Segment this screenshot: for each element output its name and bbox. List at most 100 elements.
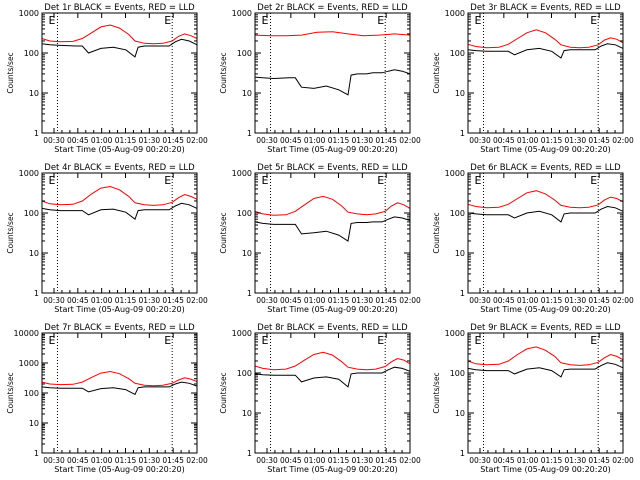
y-tick-label: 1 xyxy=(34,449,39,458)
x-tick-label: 01:45 xyxy=(162,456,184,465)
y-axis-label: Counts/sec xyxy=(432,372,441,413)
y-tick-label: 1000 xyxy=(19,169,39,178)
x-tick-label: 01:45 xyxy=(162,136,184,145)
x-tick-label: 01:30 xyxy=(139,136,161,145)
panel-title: Det 2r BLACK = Events, RED = LLD xyxy=(257,3,408,13)
y-tick-label: 10 xyxy=(242,89,252,98)
x-tick-label: 01:30 xyxy=(565,456,587,465)
x-tick-label: 02:00 xyxy=(186,136,208,145)
y-tick-label: 1000 xyxy=(232,169,252,178)
y-axis-label: Counts/sec xyxy=(6,52,15,93)
x-tick-label: 02:00 xyxy=(399,456,421,465)
y-tick-label: 10 xyxy=(455,409,465,418)
y-tick-label: 10 xyxy=(242,249,252,258)
series-line-lld xyxy=(254,195,411,216)
event-marker-label: E xyxy=(262,174,269,187)
event-marker-label: E xyxy=(49,334,56,347)
series-line-events xyxy=(467,43,624,59)
series-line-lld xyxy=(41,24,198,45)
x-tick-label: 01:00 xyxy=(91,136,113,145)
plot-frame xyxy=(41,172,198,294)
event-marker-label: E xyxy=(590,14,597,27)
plot-frame xyxy=(467,332,624,454)
panel-title: Det 1r BLACK = Events, RED = LLD xyxy=(44,3,195,13)
series-line-lld xyxy=(41,185,198,206)
x-tick-label: 01:15 xyxy=(115,136,137,145)
x-axis-label: Start Time (05-Aug-09 00:20:20) xyxy=(54,305,185,314)
x-tick-label: 01:15 xyxy=(328,296,350,305)
x-tick-label: 01:00 xyxy=(91,456,113,465)
y-axis-label: Counts/sec xyxy=(219,52,228,93)
x-tick-label: 01:45 xyxy=(375,456,397,465)
x-tick-label: 01:30 xyxy=(565,296,587,305)
event-marker-label: E xyxy=(262,334,269,347)
x-tick-label: 02:00 xyxy=(186,456,208,465)
x-axis-label: Start Time (05-Aug-09 00:20:20) xyxy=(267,305,398,314)
series-line-events xyxy=(254,216,411,242)
y-tick-label: 100 xyxy=(450,49,465,58)
event-marker-label: E xyxy=(49,174,56,187)
y-tick-label: 100 xyxy=(24,209,39,218)
y-tick-label: 100 xyxy=(237,369,252,378)
x-axis-label: Start Time (05-Aug-09 00:20:20) xyxy=(480,145,611,154)
x-tick-label: 00:30 xyxy=(256,296,278,305)
x-tick-label: 01:00 xyxy=(304,456,326,465)
y-tick-label: 100 xyxy=(237,49,252,58)
panel-title: Det 5r BLACK = Events, RED = LLD xyxy=(257,163,408,173)
x-tick-label: 01:30 xyxy=(139,296,161,305)
x-tick-label: 00:45 xyxy=(67,296,89,305)
series-line-events xyxy=(41,381,198,396)
x-tick-label: 01:15 xyxy=(541,456,563,465)
x-tick-label: 00:30 xyxy=(43,296,65,305)
event-marker-label: E xyxy=(590,334,597,347)
y-tick-label: 1 xyxy=(34,289,39,298)
y-tick-label: 10 xyxy=(29,419,39,428)
x-tick-label: 01:30 xyxy=(352,296,374,305)
event-marker-label: E xyxy=(262,14,269,27)
series-line-events xyxy=(467,205,624,223)
y-axis-label: Counts/sec xyxy=(219,212,228,253)
panel-title: Det 6r BLACK = Events, RED = LLD xyxy=(470,163,621,173)
x-tick-label: 00:30 xyxy=(256,136,278,145)
y-tick-label: 1 xyxy=(247,129,252,138)
series-line-lld xyxy=(254,31,411,37)
y-tick-label: 1 xyxy=(460,289,465,298)
x-tick-label: 01:45 xyxy=(162,296,184,305)
y-axis-label: Counts/sec xyxy=(6,372,15,413)
x-tick-label: 00:30 xyxy=(469,296,491,305)
y-tick-label: 100 xyxy=(450,209,465,218)
panel-title: Det 3r BLACK = Events, RED = LLD xyxy=(470,3,621,13)
y-tick-label: 100 xyxy=(450,369,465,378)
x-tick-label: 01:45 xyxy=(588,456,610,465)
y-axis-label: Counts/sec xyxy=(432,212,441,253)
y-tick-label: 1 xyxy=(34,129,39,138)
series-line-events xyxy=(254,69,411,96)
x-axis-label: Start Time (05-Aug-09 00:20:20) xyxy=(480,465,611,474)
x-tick-label: 01:15 xyxy=(541,136,563,145)
x-tick-label: 01:15 xyxy=(541,296,563,305)
x-tick-label: 01:15 xyxy=(328,456,350,465)
x-axis-label: Start Time (05-Aug-09 00:20:20) xyxy=(480,305,611,314)
event-marker-label: E xyxy=(377,334,384,347)
x-tick-label: 01:15 xyxy=(328,136,350,145)
x-tick-label: 01:30 xyxy=(352,136,374,145)
plot-frame xyxy=(254,12,411,134)
series-line-lld xyxy=(467,29,624,49)
series-line-events xyxy=(41,38,198,58)
series-line-events xyxy=(467,362,624,378)
y-tick-label: 100 xyxy=(24,49,39,58)
x-tick-label: 00:45 xyxy=(493,296,515,305)
y-tick-label: 10 xyxy=(455,249,465,258)
x-tick-label: 01:45 xyxy=(588,296,610,305)
x-tick-label: 02:00 xyxy=(186,296,208,305)
x-tick-label: 01:45 xyxy=(375,296,397,305)
y-tick-label: 10 xyxy=(455,89,465,98)
event-marker-label: E xyxy=(475,14,482,27)
x-tick-label: 02:00 xyxy=(612,296,634,305)
